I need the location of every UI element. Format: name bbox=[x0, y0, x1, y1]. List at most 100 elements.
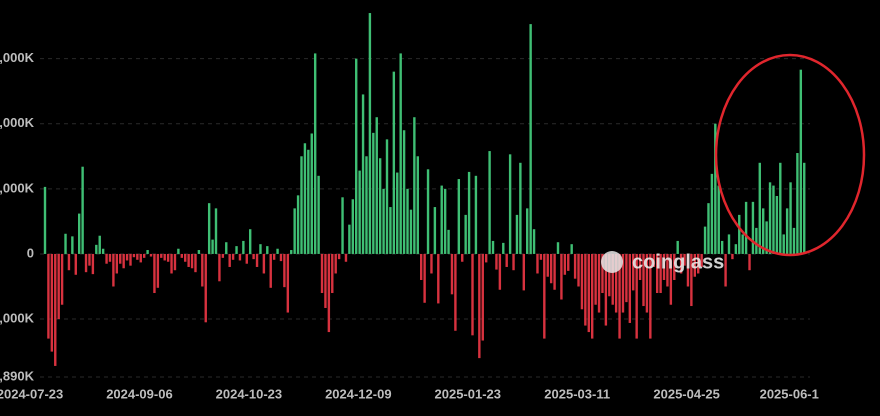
bar bbox=[454, 253, 457, 331]
bar bbox=[98, 235, 101, 254]
bar bbox=[526, 208, 529, 254]
bar bbox=[447, 229, 450, 254]
bar bbox=[361, 94, 365, 254]
y-tick-label: -1,000K bbox=[0, 310, 35, 325]
bar bbox=[81, 166, 84, 254]
bar bbox=[505, 253, 508, 267]
bar bbox=[710, 173, 714, 254]
bar bbox=[54, 253, 57, 366]
bar bbox=[218, 253, 221, 282]
bar bbox=[519, 162, 522, 254]
x-tick-label: 2025-06-1 bbox=[760, 386, 819, 401]
y-tick-label: -1,890K bbox=[0, 368, 35, 383]
bar bbox=[125, 253, 129, 261]
bar bbox=[300, 156, 303, 254]
bar bbox=[799, 69, 803, 254]
bar bbox=[249, 229, 252, 254]
bar bbox=[426, 169, 430, 254]
bar bbox=[139, 253, 142, 263]
bar bbox=[344, 253, 348, 262]
bar bbox=[567, 253, 570, 271]
bar bbox=[714, 123, 717, 254]
bar bbox=[625, 253, 628, 303]
watermark-icon bbox=[601, 251, 623, 273]
bar bbox=[437, 253, 440, 304]
bar bbox=[375, 117, 378, 254]
bar bbox=[368, 13, 372, 254]
bar bbox=[734, 244, 738, 254]
bar bbox=[724, 253, 727, 287]
bar bbox=[313, 53, 317, 254]
bar bbox=[587, 253, 590, 333]
bar bbox=[604, 253, 608, 326]
bar bbox=[594, 253, 597, 305]
bar bbox=[221, 253, 225, 258]
bar bbox=[406, 188, 409, 254]
bar bbox=[396, 172, 399, 254]
bar bbox=[666, 253, 669, 287]
bar bbox=[748, 253, 751, 271]
bar bbox=[727, 234, 731, 254]
bar bbox=[655, 253, 659, 294]
bar bbox=[279, 253, 283, 262]
bars bbox=[43, 13, 806, 366]
bar bbox=[88, 253, 91, 266]
bar bbox=[762, 208, 765, 254]
y-tick-label: 1,000K bbox=[0, 180, 35, 195]
bar bbox=[662, 253, 666, 280]
bar bbox=[136, 253, 139, 260]
bar bbox=[122, 253, 125, 269]
bar bbox=[775, 195, 779, 254]
bar bbox=[430, 253, 433, 274]
bar bbox=[693, 253, 696, 277]
bar bbox=[166, 253, 170, 262]
bar bbox=[327, 253, 331, 333]
bar bbox=[184, 253, 187, 262]
bar bbox=[334, 253, 337, 274]
bar bbox=[478, 253, 481, 359]
bar bbox=[782, 234, 785, 254]
bar bbox=[683, 253, 686, 266]
bar bbox=[703, 226, 707, 254]
bar bbox=[570, 244, 573, 254]
highlight-circle bbox=[714, 53, 866, 257]
bar bbox=[290, 250, 293, 254]
bar bbox=[228, 253, 231, 267]
bar bbox=[536, 253, 539, 274]
bar bbox=[423, 253, 426, 303]
bar bbox=[252, 253, 255, 260]
bar bbox=[409, 209, 413, 254]
bar bbox=[310, 133, 313, 254]
bar bbox=[153, 253, 156, 294]
bar bbox=[532, 229, 536, 254]
bar bbox=[84, 253, 88, 273]
bar bbox=[676, 240, 679, 254]
bar bbox=[365, 156, 368, 254]
bar bbox=[242, 240, 245, 254]
bar bbox=[156, 253, 160, 288]
bar bbox=[129, 253, 132, 266]
bar bbox=[508, 154, 512, 254]
bar bbox=[772, 185, 775, 254]
bar bbox=[474, 175, 478, 254]
bar bbox=[560, 253, 563, 300]
x-tick-label: 2024-09-06 bbox=[106, 386, 173, 401]
bar bbox=[457, 179, 461, 254]
bar bbox=[194, 253, 197, 273]
bar bbox=[768, 182, 772, 254]
bar bbox=[392, 71, 396, 254]
bar bbox=[348, 224, 351, 254]
bar bbox=[738, 214, 741, 254]
bar bbox=[119, 253, 122, 264]
bar bbox=[272, 253, 276, 260]
bar bbox=[43, 186, 47, 254]
bar bbox=[351, 199, 354, 254]
bar bbox=[160, 253, 163, 258]
bar bbox=[149, 253, 153, 257]
bar bbox=[214, 208, 218, 254]
bar bbox=[276, 248, 279, 254]
bar bbox=[399, 53, 402, 254]
y-tick-label: 3,000K bbox=[0, 50, 35, 65]
bar bbox=[461, 253, 464, 262]
